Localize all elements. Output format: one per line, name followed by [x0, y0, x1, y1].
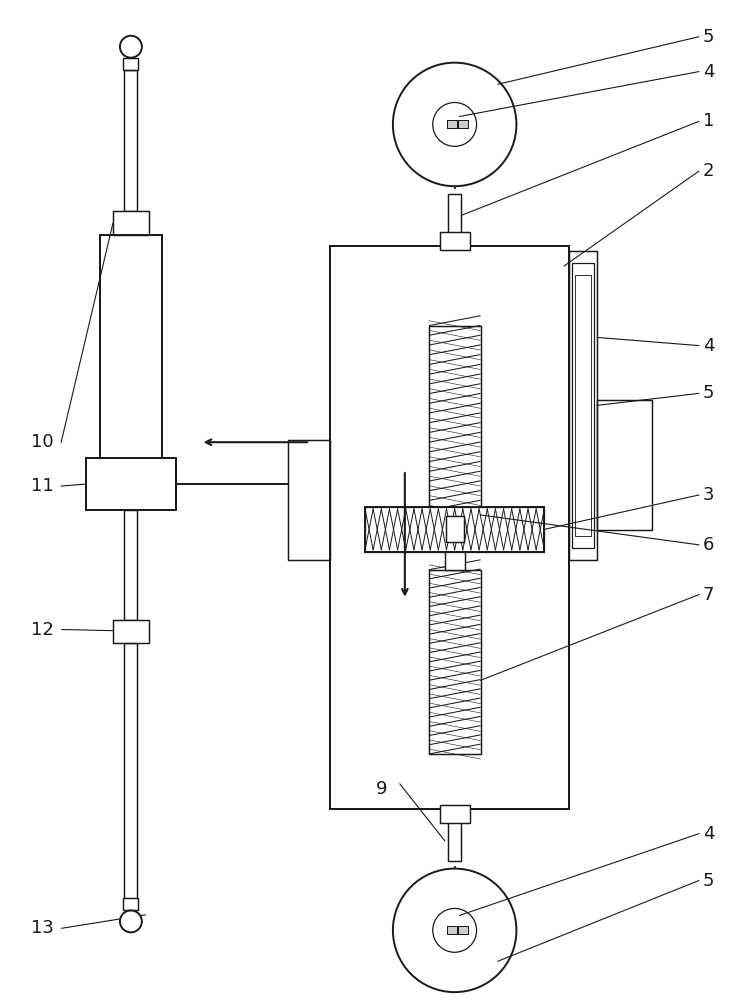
Bar	[124, 510, 138, 620]
Bar	[446, 516, 463, 542]
Bar	[575, 275, 591, 536]
Bar	[429, 570, 481, 754]
Circle shape	[393, 63, 517, 186]
Bar	[597, 400, 652, 530]
Bar	[288, 440, 330, 560]
Bar	[124, 510, 138, 620]
Text: 4: 4	[703, 337, 714, 355]
Bar	[124, 70, 138, 211]
Bar	[330, 246, 569, 809]
Bar	[113, 620, 149, 643]
Text: 13: 13	[31, 919, 54, 937]
Text: 5: 5	[703, 384, 714, 402]
Bar	[100, 235, 162, 472]
Bar	[569, 251, 597, 560]
Text: 3: 3	[703, 486, 714, 504]
Bar	[113, 211, 149, 235]
Bar	[458, 926, 468, 934]
Bar	[446, 516, 463, 542]
Bar	[124, 643, 138, 908]
Bar	[440, 805, 470, 823]
Bar	[113, 211, 149, 235]
Bar	[569, 251, 597, 560]
Bar	[86, 458, 176, 510]
Bar	[448, 809, 461, 861]
Bar	[124, 643, 138, 908]
Bar	[458, 926, 468, 934]
Bar	[445, 535, 465, 570]
Circle shape	[433, 908, 477, 952]
Bar	[124, 58, 138, 70]
Bar	[597, 400, 652, 530]
Bar	[124, 58, 138, 70]
Bar	[365, 507, 545, 552]
Bar	[448, 194, 461, 246]
Bar	[288, 440, 330, 560]
Bar	[447, 926, 457, 934]
Text: 2: 2	[703, 162, 714, 180]
Ellipse shape	[120, 36, 142, 58]
Text: 12: 12	[31, 621, 54, 639]
Text: 7: 7	[703, 586, 714, 604]
Bar	[429, 326, 481, 520]
Bar	[440, 232, 470, 250]
Circle shape	[393, 869, 517, 992]
Bar	[124, 898, 138, 910]
Bar	[445, 535, 465, 570]
Text: 1: 1	[703, 112, 714, 130]
Bar	[100, 235, 162, 472]
Bar	[124, 70, 138, 211]
Bar	[448, 809, 461, 861]
Bar	[458, 120, 468, 128]
Bar	[572, 263, 594, 548]
Text: 9: 9	[376, 780, 387, 798]
Bar	[124, 898, 138, 910]
Text: 10: 10	[31, 433, 54, 451]
Bar	[330, 246, 569, 809]
Bar	[429, 326, 481, 520]
Bar	[86, 458, 176, 510]
Bar	[440, 805, 470, 823]
Circle shape	[433, 103, 477, 146]
Text: 5: 5	[703, 872, 714, 890]
Bar	[113, 620, 149, 643]
Bar	[447, 926, 457, 934]
Bar	[365, 507, 545, 552]
Bar	[448, 194, 461, 246]
Bar	[447, 120, 457, 128]
Bar	[440, 232, 470, 250]
Text: 4: 4	[703, 63, 714, 81]
Bar	[458, 120, 468, 128]
Text: 5: 5	[703, 28, 714, 46]
Bar	[447, 120, 457, 128]
Ellipse shape	[120, 910, 142, 932]
Text: 4: 4	[703, 825, 714, 843]
Text: 11: 11	[31, 477, 54, 495]
Bar	[429, 570, 481, 754]
Text: 6: 6	[703, 536, 714, 554]
